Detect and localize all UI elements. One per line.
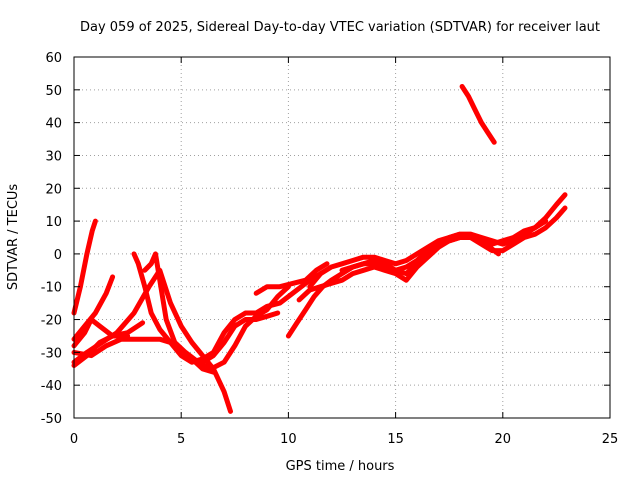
y-axis-label: SDTVAR / TECUs bbox=[6, 184, 21, 291]
grid bbox=[74, 57, 610, 418]
axis-ticks bbox=[73, 56, 611, 419]
x-tick-labels: 0 5 10 15 20 25 bbox=[70, 432, 618, 447]
y-tick-label: -50 bbox=[41, 412, 62, 427]
series-track-8 bbox=[142, 251, 291, 372]
plot-frame bbox=[73, 56, 611, 419]
y-tick-label: -20 bbox=[41, 314, 62, 329]
x-tick-label: 25 bbox=[602, 432, 619, 447]
y-tick-label: 0 bbox=[54, 248, 62, 263]
series-track-9 bbox=[200, 310, 281, 365]
x-tick-label: 5 bbox=[177, 432, 185, 447]
chart-title: Day 059 of 2025, Sidereal Day-to-day VTE… bbox=[80, 20, 600, 35]
x-tick-label: 20 bbox=[495, 432, 512, 447]
series-track-10 bbox=[253, 261, 330, 296]
series-track-13 bbox=[307, 192, 568, 290]
series-track-2 bbox=[71, 274, 116, 342]
series-track-1 bbox=[71, 218, 98, 316]
x-axis-label: GPS time / hours bbox=[286, 459, 395, 474]
x-tick-label: 15 bbox=[387, 432, 404, 447]
y-tick-label: -40 bbox=[41, 379, 62, 394]
y-tick-label: 40 bbox=[45, 117, 62, 132]
series-track-11 bbox=[285, 218, 549, 339]
series-track-14 bbox=[339, 205, 568, 273]
y-tick-label: -10 bbox=[41, 281, 62, 296]
y-tick-label: 60 bbox=[45, 51, 62, 66]
data-series-group bbox=[71, 84, 568, 414]
y-tick-label: 20 bbox=[45, 182, 62, 197]
y-tick-label: -30 bbox=[41, 346, 62, 361]
series-track-15 bbox=[459, 84, 497, 145]
x-tick-label: 0 bbox=[70, 432, 78, 447]
x-tick-label: 10 bbox=[280, 432, 297, 447]
y-tick-label: 50 bbox=[45, 84, 62, 99]
y-tick-labels: -50 -40 -30 -20 -10 0 10 20 30 40 50 60 bbox=[41, 51, 62, 427]
y-tick-label: 10 bbox=[45, 215, 62, 230]
y-tick-label: 30 bbox=[45, 149, 62, 164]
